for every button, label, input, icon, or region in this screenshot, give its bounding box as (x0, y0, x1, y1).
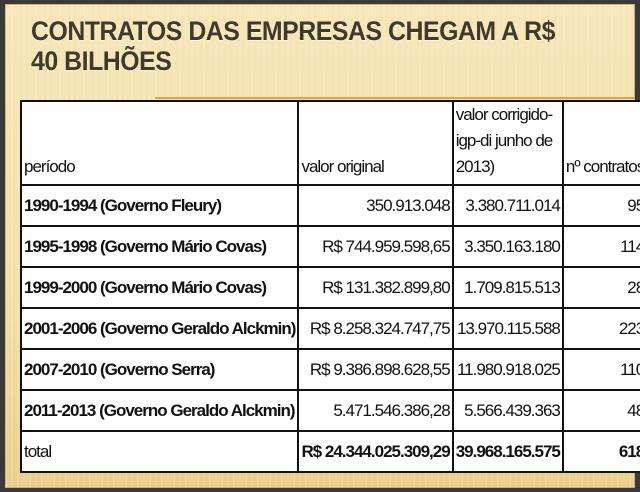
valor-corrigido-cell: 1.709.815.513 (451, 266, 564, 309)
valor-original-cell: R$ 24.344.025.309,29 (297, 430, 454, 473)
slide: CONTRATOS DAS EMPRESAS CHEGAM A R$ 40 BI… (5, 4, 640, 488)
n-contratos-cell: 95 (561, 184, 640, 227)
period-cell: 1990-1994 (Governo Fleury) (19, 184, 300, 227)
period-cell: total (19, 430, 300, 473)
title-divider (155, 97, 635, 99)
table-row: 1995-1998 (Governo Mário Covas) R$ 744.95… (19, 225, 640, 268)
period-cell: 2001-2006 (Governo Geraldo Alckmin) (19, 307, 300, 350)
valor-corrigido-cell: 5.566.439.363 (451, 389, 564, 432)
header-periodo: período (19, 100, 300, 186)
n-contratos-cell: 223 (561, 307, 640, 350)
valor-original-cell: 350.913.048 (297, 184, 454, 227)
period-cell: 1999-2000 (Governo Mário Covas) (19, 266, 300, 309)
table-row: 2001-2006 (Governo Geraldo Alckmin) R$ 8.… (19, 307, 640, 350)
valor-original-cell: 5.471.546.386,28 (297, 389, 454, 432)
header-valor-corrigido: valor corrigido-igp-di junho de 2013) (451, 100, 564, 186)
period-cell: 2007-2010 (Governo Serra) (19, 348, 300, 391)
contracts-table: período valor original valor corrigido-i… (19, 100, 640, 473)
valor-original-cell: R$ 744.959.598,65 (297, 225, 454, 268)
valor-corrigido-cell: 3.350.163.180 (451, 225, 564, 268)
n-contratos-cell: 48 (561, 389, 640, 432)
table-row: 1999-2000 (Governo Mário Covas) R$ 131.38… (19, 266, 640, 309)
table-row: 2011-2013 (Governo Geraldo Alckmin) 5.471… (19, 389, 640, 432)
header-valor-original: valor original (297, 100, 454, 186)
table-row: 1990-1994 (Governo Fleury) 350.913.048 3.3… (19, 184, 640, 227)
total-row: total R$ 24.344.025.309,29 39.968.165.575 6… (19, 430, 640, 473)
valor-original-cell: R$ 8.258.324.747,75 (297, 307, 454, 350)
n-contratos-cell: 28 (561, 266, 640, 309)
valor-original-cell: R$ 9.386.898.628,55 (297, 348, 454, 391)
slide-title: CONTRATOS DAS EMPRESAS CHEGAM A R$ 40 BI… (31, 16, 555, 76)
valor-corrigido-cell: 3.380.711.014 (451, 184, 564, 227)
period-cell: 2011-2013 (Governo Geraldo Alckmin) (19, 389, 300, 432)
valor-original-cell: R$ 131.382.899,80 (297, 266, 454, 309)
valor-corrigido-cell: 11.980.918.025 (451, 348, 564, 391)
n-contratos-cell: 110 (561, 348, 640, 391)
valor-corrigido-cell: 13.970.115.588 (451, 307, 564, 350)
header-n-contratos: nº contratos (561, 100, 640, 186)
period-cell: 1995-1998 (Governo Mário Covas) (19, 225, 300, 268)
n-contratos-cell: 618 (561, 430, 640, 473)
valor-corrigido-cell: 39.968.165.575 (451, 430, 564, 473)
table-header-row: período valor original valor corrigido-i… (19, 100, 640, 186)
n-contratos-cell: 114 (561, 225, 640, 268)
table-row: 2007-2010 (Governo Serra) R$ 9.386.898.62… (19, 348, 640, 391)
